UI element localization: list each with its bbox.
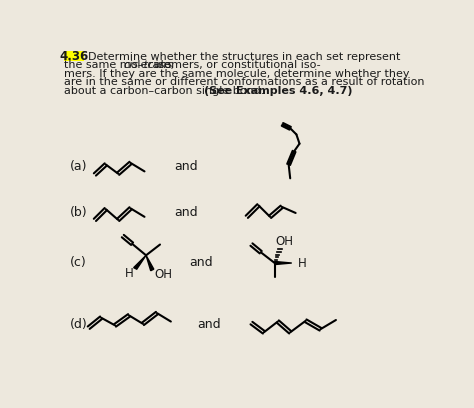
Polygon shape — [275, 262, 292, 264]
Text: and: and — [174, 160, 198, 173]
Text: are in the same or different conformations as a result of rotation: are in the same or different conformatio… — [64, 77, 424, 87]
Text: isomers, or constitutional iso-: isomers, or constitutional iso- — [152, 60, 321, 70]
Text: H: H — [298, 257, 307, 270]
Text: H: H — [125, 267, 133, 280]
Text: (a): (a) — [70, 160, 88, 173]
Text: Determine whether the structures in each set represent: Determine whether the structures in each… — [88, 52, 401, 62]
Text: (b): (b) — [70, 206, 88, 220]
Text: the same molecule,: the same molecule, — [64, 60, 178, 70]
Text: and: and — [197, 318, 221, 331]
Text: and: and — [174, 206, 198, 220]
Text: and: and — [190, 256, 213, 269]
Text: mers. If they are the same molecule, determine whether they: mers. If they are the same molecule, det… — [64, 69, 410, 79]
FancyBboxPatch shape — [64, 51, 84, 61]
Text: (c): (c) — [70, 256, 87, 269]
Text: 4.36: 4.36 — [59, 50, 89, 63]
Text: OH: OH — [154, 268, 172, 281]
Text: (See Examples 4.6, 4.7): (See Examples 4.6, 4.7) — [204, 86, 353, 95]
Polygon shape — [146, 255, 154, 271]
Text: OH: OH — [275, 235, 293, 248]
Text: cis–trans: cis–trans — [124, 60, 173, 70]
Polygon shape — [134, 255, 146, 269]
Text: (d): (d) — [70, 318, 88, 331]
Text: about a carbon–carbon single bond.: about a carbon–carbon single bond. — [64, 86, 268, 95]
